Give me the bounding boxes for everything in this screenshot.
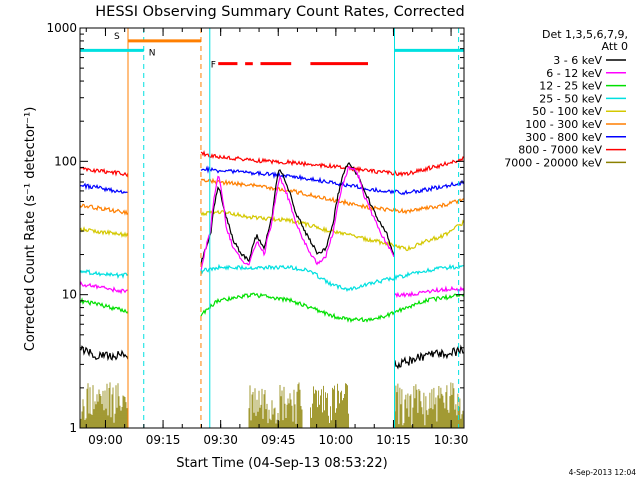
- legend-entry-label: 25 - 50 keV: [539, 92, 602, 105]
- x-tick-label: 10:00: [319, 433, 354, 447]
- series-s_orange: [79, 177, 464, 216]
- axis-layer: 1 10 100 1000 09:00 09:15 09:30 09:45 10:00 10:15…: [46, 21, 468, 447]
- series-s_magenta: [79, 165, 465, 299]
- plot-area: S N F: [79, 28, 465, 428]
- legend-entry-label: 7000 - 20000 keV: [504, 156, 602, 169]
- series-s_yellow: [79, 209, 465, 252]
- series-s_red-segment: [200, 149, 465, 178]
- x-tick-label: 09:15: [146, 433, 181, 447]
- series-s_black-segment: [394, 344, 464, 370]
- x-tick-label: 09:30: [203, 433, 238, 447]
- series-s_black-segment: [79, 345, 129, 362]
- legend-entry-label: 800 - 7000 keV: [518, 144, 602, 157]
- x-tick-label: 10:15: [376, 433, 411, 447]
- series-s_red: [79, 149, 465, 178]
- series-s_orange-segment: [200, 177, 464, 215]
- legend-entry-label: 50 - 100 keV: [532, 105, 602, 118]
- legend-header: Det 1,3,5,6,7,9,: [542, 28, 628, 41]
- series-s_olive-segment: [248, 382, 303, 428]
- series-s_cyan-segment: [200, 263, 465, 292]
- series-s_green-segment: [79, 297, 129, 314]
- series-s_cyan-segment: [79, 269, 129, 280]
- legend-entry-label: 6 - 12 keV: [546, 67, 602, 80]
- series-s_magenta-segment: [200, 165, 395, 272]
- y-axis-label: Corrected Count Rate (s⁻¹ detector⁻¹): [23, 107, 38, 352]
- series-s_magenta-segment: [394, 285, 465, 299]
- series-s_orange-segment: [79, 203, 129, 216]
- y-tick-label: 10: [62, 288, 77, 302]
- series-s_green: [79, 292, 465, 323]
- timestamp-stamp: 4-Sep-2013 12:04: [569, 468, 637, 477]
- legend-entry-label: 300 - 800 keV: [525, 131, 602, 144]
- series-s_yellow-segment: [200, 209, 465, 252]
- y-tick-label: 1: [69, 421, 77, 435]
- x-tick-label: 09:45: [261, 433, 296, 447]
- series-s_cyan: [79, 263, 465, 292]
- x-axis-label: Start Time (04-Sep-13 08:53:22): [176, 456, 387, 471]
- legend-entry-label: 100 - 300 keV: [525, 118, 602, 131]
- series-s_green-segment: [200, 292, 465, 323]
- y-tick-label: 1000: [46, 21, 77, 35]
- x-tick-label: 10:30: [434, 433, 469, 447]
- flag-label-f: F: [211, 61, 216, 71]
- chart-title: HESSI Observing Summary Count Rates, Cor…: [95, 4, 464, 20]
- flag-label-n: N: [149, 48, 156, 58]
- series-s_olive-segment: [310, 383, 349, 428]
- legend-entry-label: 12 - 25 keV: [539, 80, 602, 93]
- series-s_blue-segment: [79, 182, 128, 194]
- plot-frame: [79, 27, 465, 429]
- series-s_magenta-segment: [79, 280, 129, 295]
- series-s_yellow-segment: [79, 226, 129, 238]
- series-s_blue-segment: [200, 165, 465, 196]
- flag-label-s: S: [114, 32, 120, 42]
- y-tick-label: 100: [54, 154, 77, 168]
- series-s_red-segment: [79, 166, 129, 178]
- series-s_blue: [79, 165, 465, 196]
- legend-header: Att 0: [602, 40, 628, 53]
- x-tick-label: 09:00: [88, 433, 123, 447]
- legend-entry-label: 3 - 6 keV: [553, 54, 602, 67]
